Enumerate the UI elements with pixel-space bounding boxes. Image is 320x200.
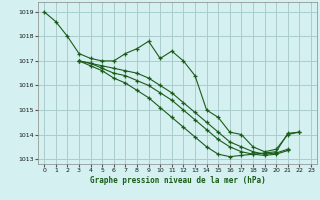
- X-axis label: Graphe pression niveau de la mer (hPa): Graphe pression niveau de la mer (hPa): [90, 176, 266, 185]
